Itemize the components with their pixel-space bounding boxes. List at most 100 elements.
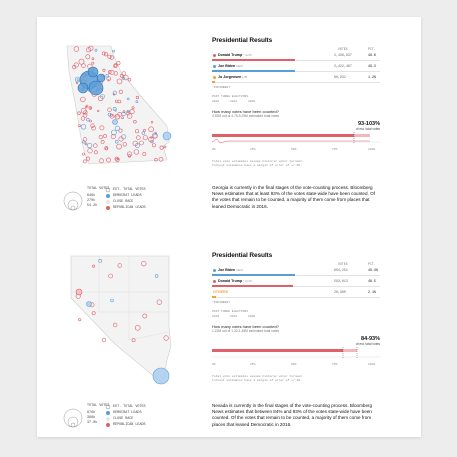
county-bubble[interactable] [102, 68, 106, 72]
county-bubble[interactable] [116, 78, 123, 85]
county-bubble[interactable] [84, 142, 88, 146]
county-bubble[interactable] [107, 70, 112, 74]
past-election-2008[interactable]: 2008 [248, 100, 256, 103]
county-bubble[interactable] [119, 73, 124, 78]
county-bubble[interactable] [78, 318, 82, 322]
county-bubble[interactable] [117, 99, 122, 104]
county-bubble[interactable] [162, 131, 172, 141]
candidate-row[interactable]: Joe BidenDEM 604,251 49.4% [212, 266, 380, 276]
county-bubble[interactable] [98, 134, 103, 140]
county-bubble[interactable] [110, 298, 114, 303]
county-bubble[interactable] [143, 129, 146, 132]
county-bubble[interactable] [126, 97, 130, 101]
county-bubble[interactable] [85, 156, 90, 161]
county-bubble[interactable] [127, 77, 132, 82]
county-bubble[interactable] [114, 139, 119, 144]
county-bubble[interactable] [163, 145, 167, 149]
county-bubble[interactable] [154, 157, 158, 162]
county-bubble[interactable] [85, 54, 91, 60]
county-bubble[interactable] [136, 135, 141, 140]
county-bubble[interactable] [83, 110, 88, 115]
county-bubble[interactable] [159, 145, 164, 150]
county-bubble[interactable] [82, 140, 86, 144]
county-bubble[interactable] [118, 136, 124, 142]
county-bubble[interactable] [129, 109, 135, 115]
county-bubble[interactable] [104, 146, 109, 151]
county-bubble[interactable] [88, 80, 104, 96]
county-bubble[interactable] [101, 337, 107, 342]
candidate-row[interactable]: Jo JorgensenLIB 60,932 1.2% [212, 73, 380, 83]
county-bubble[interactable] [126, 151, 133, 157]
county-bubble[interactable] [91, 57, 95, 61]
county-bubble[interactable] [82, 137, 88, 142]
county-bubble[interactable] [118, 89, 123, 95]
county-bubble[interactable] [131, 338, 136, 343]
candidate-row[interactable]: Joe BidenDEM 2,422,467 49.3 [212, 62, 380, 72]
county-bubble[interactable] [73, 46, 80, 52]
county-bubble[interactable] [133, 119, 137, 124]
county-bubble[interactable] [84, 105, 88, 109]
county-bubble[interactable] [110, 134, 116, 140]
county-bubble[interactable] [108, 273, 113, 279]
county-bubble[interactable] [107, 112, 112, 117]
county-bubble[interactable] [76, 78, 80, 82]
county-bubble[interactable] [88, 45, 94, 51]
county-bubble[interactable] [91, 311, 96, 316]
county-bubble[interactable] [117, 263, 122, 268]
county-bubble[interactable] [163, 335, 169, 341]
county-bubble[interactable] [114, 125, 120, 131]
county-bubble[interactable] [156, 299, 162, 305]
county-bubble[interactable] [99, 125, 105, 131]
georgia-map[interactable] [49, 42, 199, 172]
county-bubble[interactable] [90, 123, 95, 128]
county-bubble[interactable] [139, 140, 144, 146]
county-bubble[interactable] [88, 106, 92, 110]
county-bubble[interactable] [77, 111, 81, 115]
county-bubble[interactable] [131, 106, 135, 110]
county-bubble[interactable] [86, 142, 93, 149]
county-bubble[interactable] [78, 58, 85, 65]
county-bubble[interactable] [152, 367, 170, 385]
county-bubble[interactable] [122, 142, 127, 147]
county-bubble[interactable] [112, 322, 118, 328]
county-bubble[interactable] [93, 143, 98, 148]
county-bubble[interactable] [101, 51, 106, 56]
county-bubble[interactable] [112, 93, 115, 96]
county-bubble[interactable] [158, 157, 164, 162]
nevada-map[interactable] [49, 252, 199, 387]
county-bubble[interactable] [126, 113, 133, 119]
county-bubble[interactable] [96, 109, 100, 113]
past-election-2016[interactable]: 2016 [212, 100, 220, 103]
county-bubble[interactable] [142, 152, 147, 156]
county-bubble[interactable] [80, 96, 86, 103]
county-bubble[interactable] [111, 129, 117, 136]
county-bubble[interactable] [121, 116, 124, 119]
county-bubble[interactable] [109, 69, 115, 75]
county-bubble[interactable] [122, 110, 126, 113]
county-bubble[interactable] [94, 150, 98, 155]
county-bubble[interactable] [116, 157, 120, 161]
county-bubble[interactable] [112, 119, 118, 125]
county-bubble[interactable] [103, 52, 108, 57]
candidate-row[interactable]: OTHERS 26,380 2.1% [212, 288, 380, 298]
county-bubble[interactable] [96, 73, 106, 83]
county-bubble[interactable] [148, 136, 154, 143]
candidate-row[interactable]: Donald Trump* GOP 592,813 48.5 [212, 277, 380, 287]
county-bubble[interactable] [103, 134, 107, 138]
county-bubble[interactable] [134, 325, 141, 331]
county-bubble[interactable] [112, 107, 117, 111]
county-bubble[interactable] [98, 258, 103, 263]
county-bubble[interactable] [116, 143, 122, 150]
county-bubble[interactable] [106, 76, 111, 81]
county-bubble[interactable] [75, 288, 83, 296]
county-bubble[interactable] [86, 117, 90, 122]
county-bubble[interactable] [78, 124, 81, 127]
county-bubble[interactable] [82, 152, 85, 156]
county-bubble[interactable] [107, 54, 112, 59]
county-bubble[interactable] [106, 157, 111, 163]
county-bubble[interactable] [91, 125, 96, 131]
county-bubble[interactable] [109, 55, 115, 60]
past-election-2008[interactable]: 2008 [248, 315, 256, 318]
county-bubble[interactable] [80, 116, 86, 121]
county-bubble[interactable] [92, 264, 96, 268]
